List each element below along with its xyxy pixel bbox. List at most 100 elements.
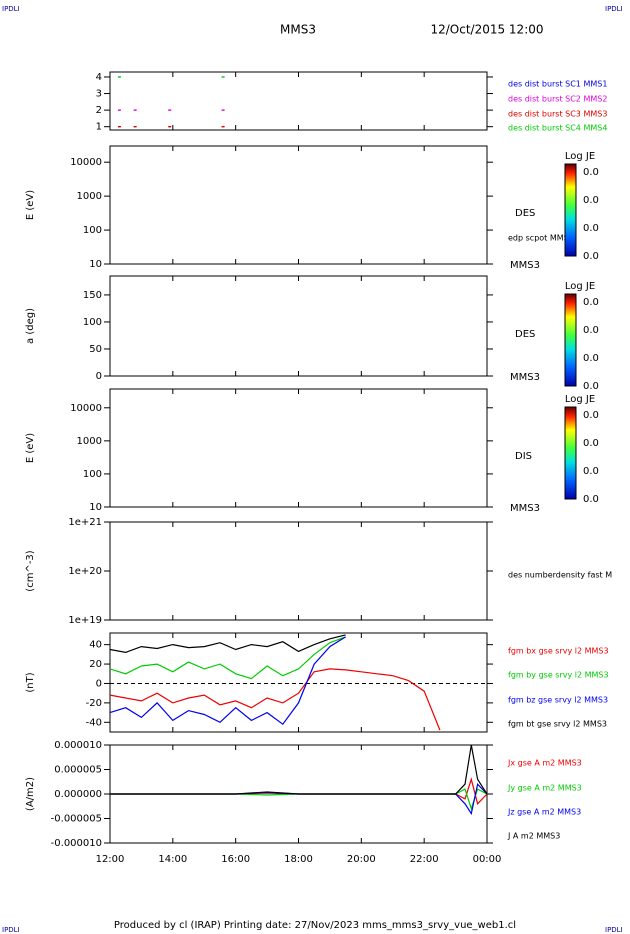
date: 12/Oct/2015 12:00 bbox=[430, 23, 543, 37]
series-line bbox=[110, 744, 488, 795]
point bbox=[221, 109, 225, 111]
y-tick-label: 0.000000 bbox=[54, 789, 102, 800]
y-tick-label: -20 bbox=[86, 698, 102, 709]
legend-entry: J A m2 MMS3 bbox=[507, 832, 560, 841]
legend-entry: Jy gse A m2 MMS3 bbox=[507, 784, 582, 793]
y-tick-label: 1e+21 bbox=[68, 517, 102, 528]
colorbar-tick-label: 0.0 bbox=[583, 438, 599, 449]
colorbar-tick-label: 0.0 bbox=[583, 195, 599, 206]
point bbox=[133, 109, 137, 111]
legend-entry: fgm bx gse srvy l2 MMS3 bbox=[508, 647, 609, 656]
panel-frame bbox=[109, 275, 488, 377]
colorbar-tick-label: 0.0 bbox=[583, 381, 599, 392]
series-line bbox=[109, 634, 346, 654]
y-axis-label: (cm^-3) bbox=[25, 550, 36, 591]
colorbar-tick-label: 0.0 bbox=[583, 494, 599, 505]
instrument-label: DIS bbox=[515, 451, 532, 462]
colorbar-tick-label: 0.0 bbox=[583, 410, 599, 421]
y-tick-label: 2 bbox=[96, 105, 102, 116]
x-tick-label: 16:00 bbox=[221, 854, 250, 865]
legend-entry: des dist burst SC2 MMS2 bbox=[508, 95, 607, 104]
annotation: edp scpot MMS3 bbox=[508, 234, 574, 243]
y-tick-label: 100 bbox=[83, 469, 102, 480]
chart-title: MMS3 bbox=[280, 23, 316, 37]
y-tick-label: 10 bbox=[89, 502, 102, 513]
logo: IPDLI bbox=[605, 5, 623, 13]
y-tick-label: 0 bbox=[96, 371, 102, 382]
series-line bbox=[109, 636, 346, 726]
y-axis-label: E (eV) bbox=[25, 433, 36, 463]
y-tick-label: 0 bbox=[96, 678, 102, 689]
x-tick-label: 12:00 bbox=[96, 854, 125, 865]
x-tick-label: 22:00 bbox=[410, 854, 439, 865]
y-axis-label: (nT) bbox=[25, 672, 36, 692]
spacecraft-label: MMS3 bbox=[510, 260, 540, 271]
y-axis-label: (A/m2) bbox=[25, 777, 36, 811]
y-tick-label: 100 bbox=[83, 317, 102, 328]
panel-frame bbox=[109, 145, 488, 265]
y-tick-label: 1 bbox=[96, 122, 102, 133]
point bbox=[133, 125, 137, 128]
colorbar-label: Log JE bbox=[565, 151, 595, 162]
y-tick-label: 100 bbox=[83, 225, 102, 236]
y-tick-label: 1e+19 bbox=[68, 615, 102, 626]
series-line bbox=[110, 782, 488, 816]
point bbox=[221, 125, 225, 128]
footer: Produced by cl (IRAP) Printing date: 27/… bbox=[114, 920, 516, 931]
series-line bbox=[109, 668, 441, 731]
legend-entry: Jx gse A m2 MMS3 bbox=[507, 759, 582, 768]
series-line bbox=[110, 788, 488, 811]
point bbox=[168, 109, 172, 111]
panel-frame bbox=[109, 388, 488, 508]
colorbar-tick-label: 0.0 bbox=[583, 353, 599, 364]
legend-entry: Jz gse A m2 MMS3 bbox=[507, 808, 581, 817]
y-tick-label: 20 bbox=[89, 659, 102, 670]
x-tick-label: 20:00 bbox=[347, 854, 376, 865]
colorbar bbox=[564, 163, 577, 257]
legend-entry: fgm bt gse srvy l2 MMS3 bbox=[508, 720, 607, 729]
panel-frame bbox=[109, 71, 488, 131]
colorbar-tick-label: 0.0 bbox=[583, 297, 599, 308]
y-tick-label: -40 bbox=[86, 717, 102, 728]
point bbox=[117, 125, 121, 128]
y-tick-label: 0.000010 bbox=[54, 740, 102, 751]
y-axis-label: a (deg) bbox=[25, 308, 36, 344]
annotation: des numberdensity fast M bbox=[508, 571, 612, 580]
y-tick-label: 10000 bbox=[70, 403, 102, 414]
legend-entry: des dist burst SC4 MMS4 bbox=[508, 124, 607, 133]
y-tick-label: 4 bbox=[96, 72, 102, 83]
spacecraft-label: MMS3 bbox=[510, 503, 540, 514]
legend-entry: des dist burst SC1 MMS1 bbox=[508, 80, 607, 89]
colorbar bbox=[564, 406, 577, 500]
y-tick-label: 3 bbox=[96, 89, 102, 100]
y-tick-label: -0.000010 bbox=[51, 838, 102, 849]
y-tick-label: 1e+20 bbox=[68, 566, 102, 577]
instrument-label: DES bbox=[515, 329, 535, 340]
legend-entry: fgm by gse srvy l2 MMS3 bbox=[508, 671, 609, 680]
panel-frame bbox=[109, 521, 488, 621]
legend-entry: des dist burst SC3 MMS3 bbox=[508, 110, 607, 119]
logo: IPDLI bbox=[605, 926, 623, 934]
colorbar-tick-label: 0.0 bbox=[583, 223, 599, 234]
series-line bbox=[109, 636, 346, 680]
x-tick-label: 14:00 bbox=[158, 854, 187, 865]
legend-entry: fgm bz gse srvy l2 MMS3 bbox=[508, 696, 608, 705]
logo: IPDLI bbox=[2, 926, 20, 934]
point bbox=[168, 125, 172, 128]
panel-frame bbox=[109, 632, 488, 733]
point bbox=[117, 109, 121, 111]
colorbar-tick-label: 0.0 bbox=[583, 167, 599, 178]
y-axis-label: E (eV) bbox=[25, 190, 36, 220]
spacecraft-label: MMS3 bbox=[510, 372, 540, 383]
colorbar-tick-label: 0.0 bbox=[583, 325, 599, 336]
y-tick-label: 40 bbox=[89, 640, 102, 651]
y-tick-label: 150 bbox=[83, 290, 102, 301]
instrument-label: DES bbox=[515, 208, 535, 219]
series-line bbox=[110, 777, 488, 805]
colorbar-tick-label: 0.0 bbox=[583, 466, 599, 477]
y-tick-label: 1000 bbox=[77, 191, 102, 202]
colorbar bbox=[564, 293, 577, 387]
point bbox=[117, 76, 121, 78]
y-tick-label: 50 bbox=[89, 344, 102, 355]
